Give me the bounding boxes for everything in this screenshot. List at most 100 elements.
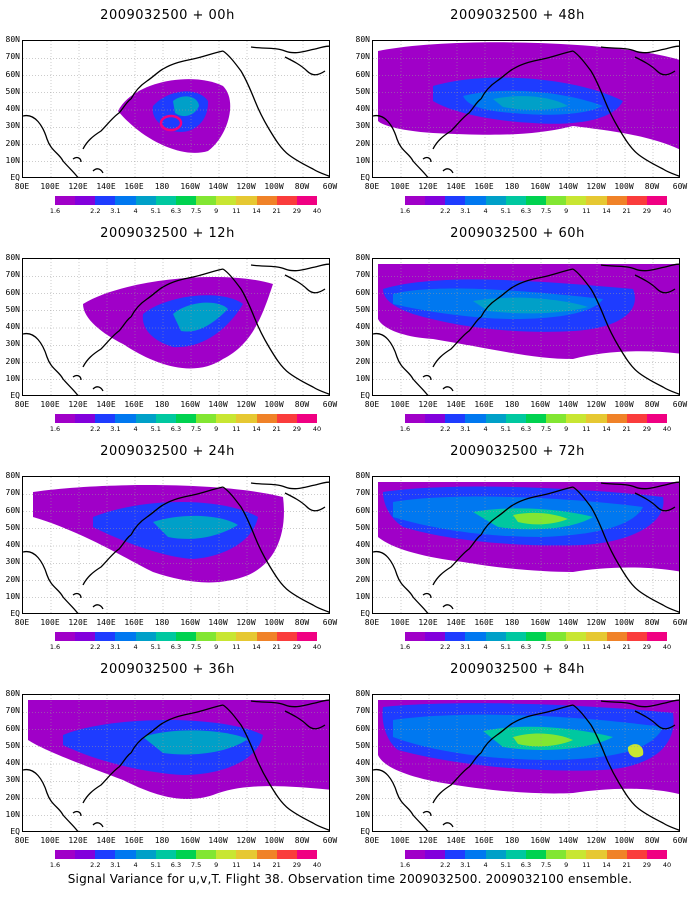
colorbar-swatch bbox=[626, 196, 647, 205]
variance-shading bbox=[23, 41, 329, 177]
latitude-label: 10N bbox=[5, 809, 20, 819]
coastline-segment bbox=[480, 68, 514, 100]
colorbar-level-label: 21 bbox=[622, 207, 631, 215]
colorbar-level-label: 5.1 bbox=[500, 643, 511, 651]
longitude-label: 80W bbox=[644, 182, 660, 191]
colorbar-level-label: 6.3 bbox=[520, 425, 532, 433]
variance-shading bbox=[23, 259, 329, 395]
colorbar-swatch bbox=[646, 196, 668, 205]
colorbar-swatch bbox=[55, 850, 76, 859]
map-area bbox=[372, 476, 680, 614]
colorbar-swatch bbox=[236, 414, 257, 423]
longitude-label: 100W bbox=[614, 182, 634, 191]
coastline-segment bbox=[162, 486, 224, 506]
colorbar-level-label: 14 bbox=[252, 425, 261, 433]
colorbar-level-label: 29 bbox=[642, 425, 651, 433]
coastline-segment bbox=[82, 316, 132, 368]
longitude-label: 80E bbox=[364, 182, 380, 191]
colorbar-swatch bbox=[276, 196, 297, 205]
variance-shading bbox=[373, 41, 679, 177]
colorbar-swatch bbox=[546, 414, 567, 423]
map-area bbox=[22, 40, 330, 178]
colorbar-swatch bbox=[405, 414, 426, 423]
colorbar-level-label: 2.2 bbox=[440, 207, 451, 215]
latitude-label: 40N bbox=[5, 540, 20, 549]
coastline-segment bbox=[162, 704, 224, 724]
latitude-label: 30N bbox=[355, 339, 370, 349]
latitude-label: EQ bbox=[10, 173, 20, 182]
longitude-label: 100W bbox=[264, 400, 284, 409]
figure-caption: Signal Variance for u,v,T. Flight 38. Ob… bbox=[67, 872, 633, 886]
latitude-label: 20N bbox=[355, 356, 370, 366]
latitude-label: 60N bbox=[355, 723, 370, 733]
colorbar-level-label: 6.3 bbox=[170, 861, 182, 869]
longitude-label: 180 bbox=[504, 182, 520, 191]
latitude-label: EQ bbox=[10, 391, 20, 400]
colorbar-level-label: 40 bbox=[662, 207, 672, 215]
longitude-label: 160E bbox=[124, 836, 144, 845]
colorbar-swatch bbox=[505, 850, 526, 859]
panel-title: 2009032500 + 84h bbox=[450, 662, 585, 677]
colorbar-level-label: 2.2 bbox=[90, 207, 101, 215]
coastline-segment bbox=[250, 45, 329, 54]
longitude-label: 160E bbox=[474, 182, 494, 191]
longitude-label: 80W bbox=[294, 836, 310, 845]
longitude-label: 160E bbox=[474, 836, 494, 845]
map-area bbox=[22, 476, 330, 614]
colorbar-swatch bbox=[546, 632, 567, 641]
latitude-label: 80N bbox=[355, 253, 370, 262]
longitude-label: 80E bbox=[14, 618, 30, 627]
colorbar-swatch bbox=[505, 196, 526, 205]
colorbar-swatch bbox=[75, 632, 96, 641]
colorbar-swatch bbox=[256, 196, 277, 205]
latitude-label: 70N bbox=[5, 488, 20, 498]
coastline-segment bbox=[422, 156, 432, 163]
colorbar-level-label: 5.1 bbox=[500, 425, 511, 433]
colorbar bbox=[405, 196, 668, 205]
colorbar-swatch bbox=[115, 850, 136, 859]
colorbar-level-label: 14 bbox=[252, 207, 261, 215]
longitude-label: 100W bbox=[264, 836, 284, 845]
longitude-label: 120E bbox=[418, 400, 438, 409]
colorbar-swatch bbox=[586, 414, 607, 423]
latitude-label: 10N bbox=[355, 591, 370, 601]
coastline-segment bbox=[23, 332, 79, 395]
latitude-label: 60N bbox=[5, 505, 20, 515]
variance-contour-fill bbox=[143, 730, 248, 755]
panel-title: 2009032500 + 24h bbox=[100, 444, 235, 459]
colorbar-level-label: 2.2 bbox=[90, 425, 101, 433]
colorbar-level-label: 5.1 bbox=[150, 643, 161, 651]
colorbar-level-label: 11 bbox=[582, 643, 591, 651]
variance-contour-fill bbox=[173, 302, 228, 332]
latitude-label: 60N bbox=[355, 287, 370, 297]
colorbar-swatch bbox=[95, 196, 116, 205]
colorbar-swatch bbox=[55, 632, 76, 641]
colorbar-level-label: 3.1 bbox=[110, 207, 121, 215]
colorbar bbox=[405, 850, 668, 859]
latitude-label: 40N bbox=[355, 322, 370, 331]
coastline-segment bbox=[162, 268, 224, 288]
variance-contour-fill bbox=[493, 96, 568, 110]
colorbar-level-label: 40 bbox=[662, 643, 672, 651]
coastline-segment bbox=[432, 316, 482, 368]
colorbar-swatch bbox=[546, 196, 567, 205]
colorbar-swatch bbox=[296, 850, 318, 859]
colorbar-level-label: 5.1 bbox=[500, 861, 511, 869]
longitude-label: 120E bbox=[68, 182, 88, 191]
colorbar-swatch bbox=[296, 632, 318, 641]
colorbar-level-label: 3.1 bbox=[460, 207, 471, 215]
longitude-label: 100E bbox=[390, 836, 410, 845]
latitude-label: 50N bbox=[355, 304, 370, 314]
longitude-label: 140W bbox=[558, 400, 578, 409]
colorbar-level-label: 6.3 bbox=[170, 207, 182, 215]
colorbar-level-label: 4 bbox=[483, 425, 488, 433]
colorbar-level-label: 3.1 bbox=[110, 643, 121, 651]
colorbar-level-label: 6.3 bbox=[170, 643, 182, 651]
map-area bbox=[372, 40, 680, 178]
colorbar-swatch bbox=[296, 196, 318, 205]
longitude-label: 140W bbox=[208, 400, 228, 409]
coastline-segment bbox=[432, 534, 482, 586]
coastline-segment bbox=[634, 710, 676, 730]
colorbar-level-label: 7.5 bbox=[540, 425, 552, 433]
colorbar-level-label: 1.6 bbox=[49, 425, 61, 433]
